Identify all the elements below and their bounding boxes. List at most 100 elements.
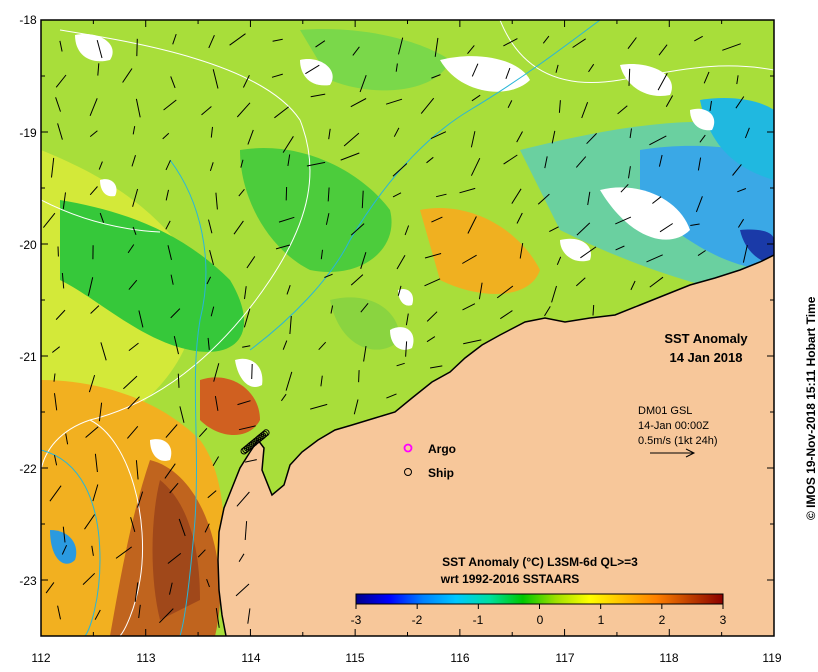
y-tick-label: -22: [19, 462, 37, 476]
current-vector: [542, 35, 550, 44]
current-vector: [167, 245, 172, 261]
current-vector: [404, 225, 410, 236]
current-vector: [212, 456, 220, 466]
current-vector: [169, 482, 179, 494]
y-tick-label: -19: [19, 126, 37, 140]
current-vector: [242, 74, 250, 88]
argo-marker: [403, 443, 413, 453]
current-vector: [463, 339, 482, 345]
current-vector: [306, 161, 326, 167]
current-vector: [392, 192, 402, 198]
current-vector: [62, 192, 66, 210]
ship-track: [240, 429, 270, 455]
current-vector: [320, 375, 323, 387]
current-vector: [537, 193, 550, 205]
current-vector: [434, 37, 439, 57]
current-vector: [123, 375, 138, 390]
current-vector: [244, 521, 248, 541]
current-vector: [386, 393, 397, 399]
current-vector: [212, 69, 219, 89]
current-vector: [361, 190, 364, 209]
current-vector: [97, 63, 100, 76]
current-vector: [736, 75, 739, 85]
current-vector: [165, 424, 178, 438]
current-vector: [652, 196, 662, 204]
current-vector: [238, 188, 245, 197]
current-vector: [470, 157, 481, 176]
current-vector: [236, 102, 251, 118]
current-vector: [586, 133, 597, 145]
current-vector: [657, 73, 668, 91]
plot-area: [41, 20, 774, 636]
current-vector: [100, 342, 107, 361]
ship-observation: [262, 429, 270, 437]
current-vector: [732, 164, 742, 176]
vector-key-arrow: [650, 448, 696, 458]
current-vector: [53, 373, 56, 382]
current-vector: [470, 131, 476, 148]
current-vector: [426, 311, 438, 322]
current-vector: [459, 187, 476, 194]
current-vector: [89, 130, 98, 137]
current-vector: [544, 156, 548, 169]
current-vector: [289, 315, 292, 335]
current-vector: [405, 341, 408, 357]
current-vector: [503, 154, 518, 165]
current-vector: [310, 93, 326, 98]
current-vector: [88, 374, 96, 393]
current-vector: [327, 187, 330, 202]
current-vector: [206, 276, 212, 285]
current-vector: [57, 123, 63, 140]
current-vector: [251, 363, 253, 380]
current-vector: [350, 98, 367, 108]
colorbar-tick-labels: -3 -2 -1 0 1 2 3: [351, 613, 727, 627]
current-vector: [503, 38, 518, 47]
current-vector: [430, 365, 443, 369]
current-vector: [89, 186, 98, 196]
colorbar-title: SST Anomaly (°C) L3SM-6d QL>=3: [442, 555, 638, 569]
current-vector: [131, 155, 136, 167]
current-vector: [395, 63, 398, 72]
current-vector: [581, 102, 589, 119]
current-vector: [286, 285, 291, 295]
current-vector: [85, 426, 99, 438]
current-vector: [350, 223, 365, 236]
current-vector: [55, 97, 61, 112]
current-vector: [615, 216, 632, 225]
current-vector: [287, 154, 291, 166]
current-vector: [138, 604, 141, 619]
current-vector: [353, 399, 359, 415]
colorbar-subtitle: wrt 1992-2016 SSTAARS: [440, 572, 580, 586]
current-vector: [630, 280, 636, 291]
current-vector: [167, 553, 182, 564]
colorbar: [355, 593, 724, 605]
current-vector: [360, 252, 367, 269]
current-vector: [519, 243, 524, 259]
current-vector: [238, 425, 256, 431]
current-vector: [694, 35, 703, 42]
current-vector: [165, 160, 171, 171]
current-vector: [138, 310, 144, 328]
ship-marker: [404, 468, 412, 476]
current-vector: [132, 126, 136, 135]
current-vector: [242, 345, 251, 348]
current-vector: [135, 98, 141, 118]
current-vector: [55, 309, 66, 320]
y-axis-labels: -18 -19 -20 -21 -22 -23: [19, 13, 37, 588]
x-tick-label: 115: [345, 651, 364, 665]
current-vector: [575, 156, 587, 168]
current-vector: [431, 74, 441, 79]
current-vector: [207, 337, 210, 350]
current-vector: [215, 608, 220, 628]
current-vector: [315, 40, 326, 48]
current-vector: [165, 189, 169, 201]
current-vector: [170, 76, 176, 89]
current-vector: [398, 37, 404, 55]
current-vector: [96, 39, 103, 59]
current-vector: [392, 163, 408, 177]
current-vector: [659, 223, 673, 233]
current-vector: [703, 71, 710, 84]
current-vector: [209, 162, 214, 172]
current-vector: [420, 97, 435, 114]
